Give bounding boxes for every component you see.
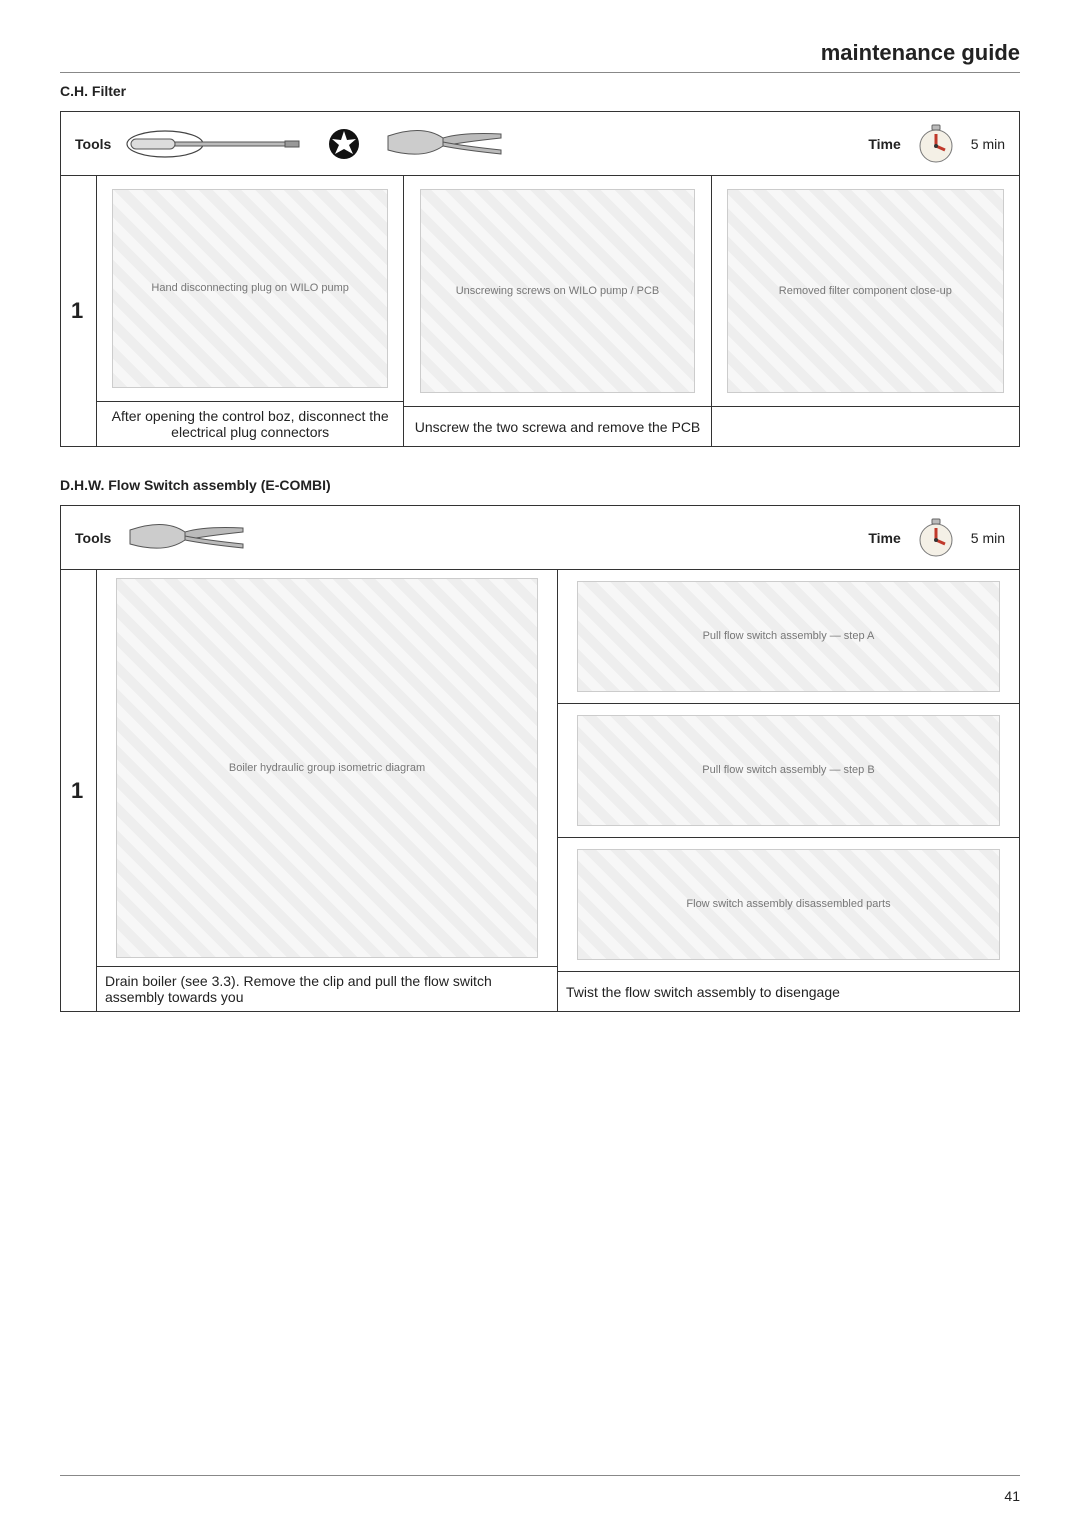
diagram-flow-switch-a: Pull flow switch assembly — step A bbox=[577, 581, 1000, 692]
time-value: 5 min bbox=[971, 136, 1005, 152]
subcell-r3: Flow switch assembly disassembled parts bbox=[558, 838, 1019, 971]
subcell-r1: Pull flow switch assembly — step A bbox=[558, 570, 1019, 704]
cell-1c-image: Removed filter component close-up bbox=[712, 176, 1019, 406]
diagram-pump-unscrew: Unscrewing screws on WILO pump / PCB bbox=[420, 189, 696, 392]
cell-2-right-caption: Twist the flow switch assembly to diseng… bbox=[558, 971, 1019, 1011]
page-header-title: maintenance guide bbox=[60, 40, 1020, 73]
cell-2-left-caption: Drain boiler (see 3.3). Remove the clip … bbox=[97, 966, 557, 1011]
tools-label-2: Tools bbox=[75, 530, 111, 546]
clock-icon bbox=[915, 123, 957, 165]
tools-icons-group-2 bbox=[125, 518, 868, 558]
cell-1b-image: Unscrewing screws on WILO pump / PCB bbox=[404, 176, 710, 406]
clock-icon bbox=[915, 517, 957, 559]
time-value-2: 5 min bbox=[971, 530, 1005, 546]
cell-2-left: Boiler hydraulic group isometric diagram… bbox=[97, 570, 558, 1011]
time-label-2: Time bbox=[868, 530, 900, 546]
diagram-flow-switch-b: Pull flow switch assembly — step B bbox=[577, 715, 1000, 826]
panel1-body: 1 Hand disconnecting plug on WILO pump A… bbox=[61, 176, 1019, 446]
footer-rule bbox=[60, 1475, 1020, 1476]
cell-2-left-image: Boiler hydraulic group isometric diagram bbox=[97, 570, 557, 966]
step-number: 1 bbox=[61, 176, 97, 446]
pliers-icon bbox=[125, 518, 245, 558]
time-label: Time bbox=[868, 136, 900, 152]
diagram-pump-disconnect: Hand disconnecting plug on WILO pump bbox=[112, 189, 388, 388]
diagram-boiler-hydraulic-group: Boiler hydraulic group isometric diagram bbox=[116, 578, 538, 958]
pliers-icon bbox=[383, 124, 503, 164]
cell-1a-caption: After opening the control boz, disconnec… bbox=[97, 401, 403, 446]
diagram-flow-switch-parts: Flow switch assembly disassembled parts bbox=[577, 849, 1000, 960]
panel2-body: 1 Boiler hydraulic group isometric diagr… bbox=[61, 570, 1019, 1011]
cell-1c: Removed filter component close-up bbox=[712, 176, 1019, 446]
panel-header-1: Tools bbox=[61, 112, 1019, 176]
cell-1b: Unscrewing screws on WILO pump / PCB Uns… bbox=[404, 176, 711, 446]
time-group-2: Time 5 min bbox=[868, 517, 1005, 559]
hazard-star-icon bbox=[327, 127, 361, 161]
cell-2-right-images: Pull flow switch assembly — step A Pull … bbox=[558, 570, 1019, 971]
section-title-dhw: D.H.W. Flow Switch assembly (E-COMBI) bbox=[60, 477, 1020, 493]
panel-header-2: Tools Time 5 min bbox=[61, 506, 1019, 570]
page-number: 41 bbox=[1004, 1488, 1020, 1504]
tools-label: Tools bbox=[75, 136, 111, 152]
cell-1a: Hand disconnecting plug on WILO pump Aft… bbox=[97, 176, 404, 446]
step-number-2: 1 bbox=[61, 570, 97, 1011]
cell-1a-image: Hand disconnecting plug on WILO pump bbox=[97, 176, 403, 401]
diagram-filter-closeup: Removed filter component close-up bbox=[727, 189, 1004, 392]
subcell-r2: Pull flow switch assembly — step B bbox=[558, 704, 1019, 838]
flat-screwdriver-icon bbox=[125, 127, 305, 161]
panel-dhw-flow-switch: Tools Time 5 min bbox=[60, 505, 1020, 1012]
cell-2-right: Pull flow switch assembly — step A Pull … bbox=[558, 570, 1019, 1011]
time-group: Time 5 min bbox=[868, 123, 1005, 165]
cell-1b-caption: Unscrew the two screwa and remove the PC… bbox=[404, 406, 710, 446]
cell-1c-caption bbox=[712, 406, 1019, 446]
section-title-chfilter: C.H. Filter bbox=[60, 83, 1020, 99]
panel-ch-filter: Tools bbox=[60, 111, 1020, 447]
tools-icons-group bbox=[125, 124, 868, 164]
